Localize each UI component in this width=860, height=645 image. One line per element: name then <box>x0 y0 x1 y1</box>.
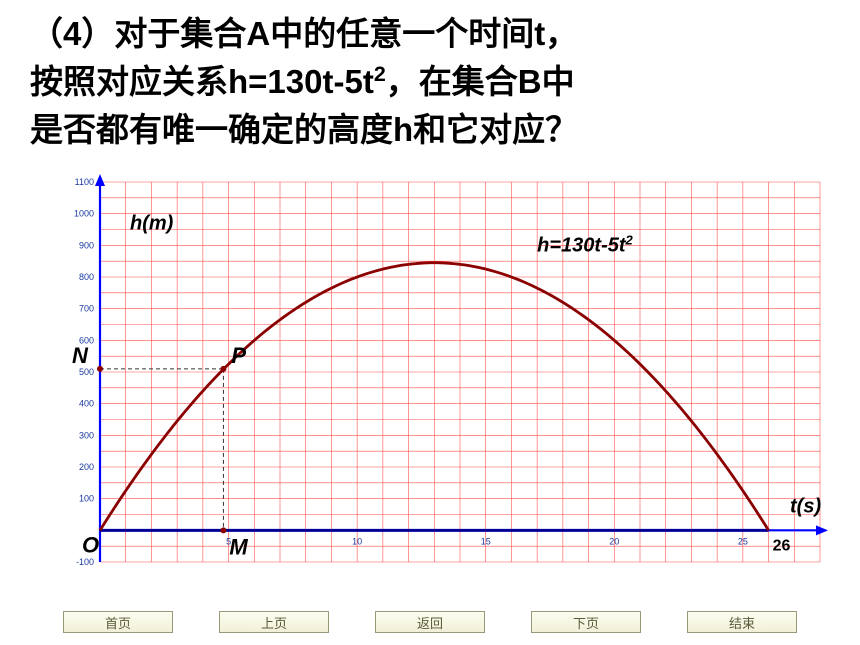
chart: -100100200300400500600700800900100011005… <box>30 162 840 592</box>
svg-text:500: 500 <box>79 367 94 377</box>
svg-text:900: 900 <box>79 240 94 250</box>
svg-text:800: 800 <box>79 272 94 282</box>
svg-text:1100: 1100 <box>75 177 94 187</box>
svg-text:100: 100 <box>79 493 94 503</box>
chart-svg: -100100200300400500600700800900100011005… <box>30 162 840 592</box>
question-text: （4）对于集合A中的任意一个时间t， 按照对应关系h=130t-5t2，在集合B… <box>0 0 860 162</box>
q-prefix: （4） <box>30 15 114 52</box>
svg-text:15: 15 <box>481 536 491 546</box>
svg-text:200: 200 <box>79 462 94 472</box>
q-sup: 2 <box>374 62 386 86</box>
svg-text:10: 10 <box>352 536 362 546</box>
nav-prev-button[interactable]: 上页 <box>219 611 329 633</box>
svg-text:300: 300 <box>79 430 94 440</box>
q-l1a: 对于集合A中的任意一个时间t， <box>114 15 578 52</box>
q-l2b: ，在集合B中 <box>386 63 575 100</box>
nav-home-button[interactable]: 首页 <box>63 611 173 633</box>
svg-text:N: N <box>72 342 89 367</box>
svg-text:-100: -100 <box>76 557 94 567</box>
svg-text:25: 25 <box>738 536 748 546</box>
svg-text:1000: 1000 <box>74 208 94 218</box>
svg-text:M: M <box>229 534 248 559</box>
svg-text:h(m): h(m) <box>130 212 174 234</box>
svg-text:700: 700 <box>79 303 94 313</box>
svg-text:t(s): t(s) <box>790 495 821 517</box>
nav-return-button[interactable]: 返回 <box>375 611 485 633</box>
svg-text:O: O <box>82 532 99 557</box>
nav-next-button[interactable]: 下页 <box>531 611 641 633</box>
svg-text:20: 20 <box>609 536 619 546</box>
svg-text:400: 400 <box>79 398 94 408</box>
svg-text:P: P <box>231 342 246 367</box>
q-l3: 是否都有唯一确定的高度h和它对应？ <box>30 111 578 148</box>
svg-text:26: 26 <box>773 537 791 554</box>
svg-text:h=130t-5t2: h=130t-5t2 <box>537 232 633 257</box>
nav-end-button[interactable]: 结束 <box>687 611 797 633</box>
q-l2a: 按照对应关系h=130t-5t <box>30 63 374 100</box>
nav-bar: 首页 上页 返回 下页 结束 <box>0 611 860 633</box>
